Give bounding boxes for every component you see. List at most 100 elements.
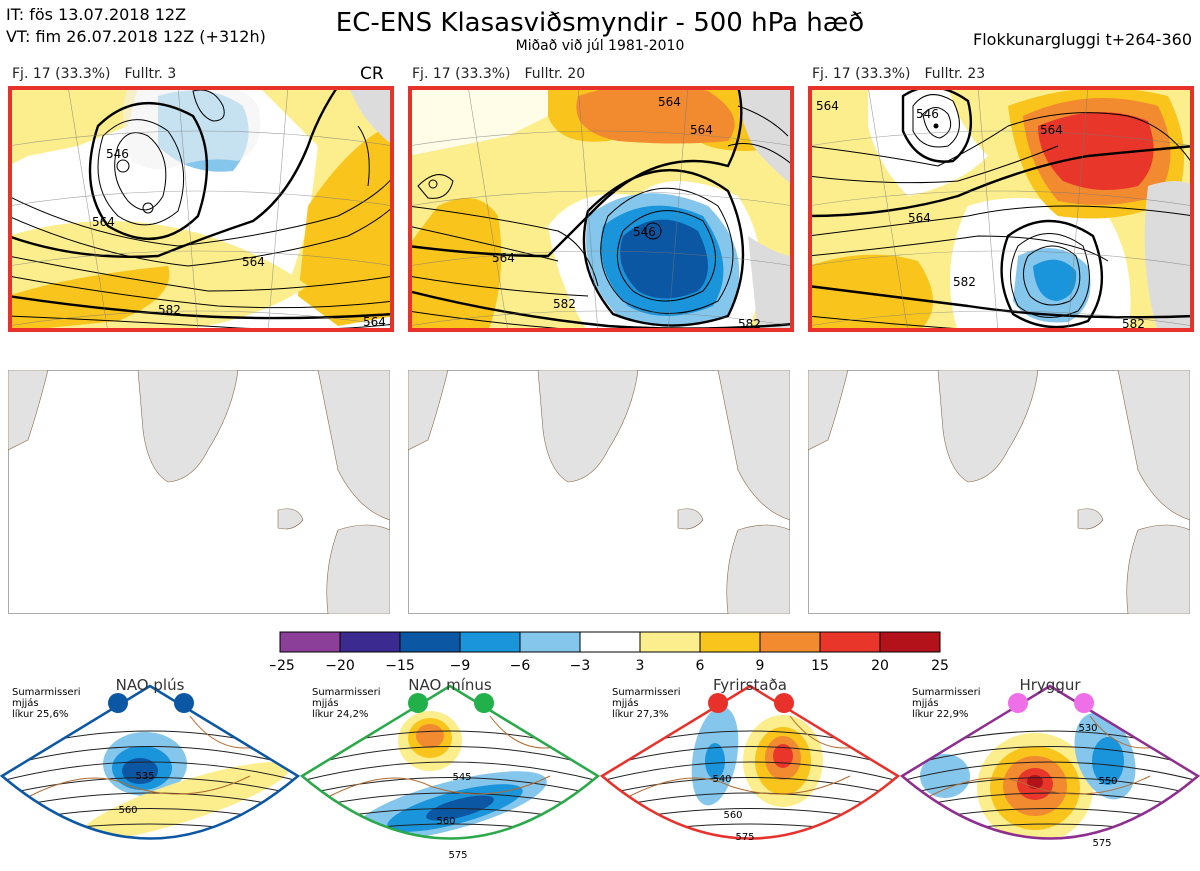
colorbar-segment: [339, 631, 401, 653]
cluster-3-label: Fj. 17 (33.3%) Fulltr. 23: [812, 66, 985, 82]
anomaly-neutral-area: [868, 86, 988, 196]
regime-frame: [899, 684, 1200, 840]
regime-anomaly: [416, 724, 444, 748]
regime-contour: [302, 777, 598, 799]
contour-label: 582: [953, 275, 976, 289]
greenland-land: [123, 86, 261, 170]
colorbar-tick-label: −15: [385, 658, 415, 674]
empty-map-1: [8, 370, 390, 614]
contour-label: 582: [158, 303, 181, 317]
selected-frame: [8, 86, 394, 332]
colorbar-segment: [639, 631, 701, 653]
colorbar-segment: [699, 631, 761, 653]
contour-label: 564: [658, 95, 681, 109]
contour-label: 564: [242, 255, 265, 269]
contour-label: 564: [690, 123, 713, 137]
regime-contour: [302, 746, 598, 771]
cluster-3-map: 564 546 564 564 582 582: [808, 86, 1194, 332]
regime-anomaly: [426, 795, 494, 821]
regime-contour-label: 560: [723, 810, 742, 821]
regime-dot-icon: [1008, 693, 1028, 713]
regime-contour: [590, 855, 910, 868]
contour-label: 546: [633, 225, 656, 239]
regime-contour: [602, 746, 898, 771]
regime-dot-icon: [708, 693, 728, 713]
canada-land: [8, 370, 49, 451]
regime-probability: mjjás: [312, 697, 339, 709]
regime-contour: [902, 746, 1198, 771]
cluster-1-representative: Fulltr. 3: [124, 66, 177, 82]
anomaly-neutral-area: [408, 86, 558, 156]
regime-frame: [0, 684, 301, 840]
regime-contour-label: 545: [452, 772, 471, 783]
cluster-2-count: Fj. 17 (33.3%): [412, 66, 511, 82]
colorbar-segment: [459, 631, 521, 653]
colorbar-tick-label: 15: [811, 658, 829, 674]
colorbar-tick-label: 20: [871, 658, 889, 674]
regime-frame: [599, 684, 901, 840]
colorbar-segment: [879, 631, 941, 653]
regime-anomaly: [1015, 853, 1045, 863]
colorbar-tick-label: 25: [931, 658, 949, 674]
initial-time: IT: fös 13.07.2018 12Z: [6, 5, 187, 24]
colorbar-segment: [819, 631, 881, 653]
classification-window: Flokkunargluggi t+264-360: [973, 30, 1192, 49]
selected-frame: [808, 86, 1194, 332]
regime-dot-icon: [774, 693, 794, 713]
regime-probability: Sumarmisseri: [912, 687, 980, 698]
cluster-2-representative: Fulltr. 20: [524, 66, 586, 82]
regime-dot-icon: [474, 693, 494, 713]
regime-contour: [902, 777, 1198, 799]
regime-contour: [602, 761, 898, 785]
regime-anomaly: [920, 754, 970, 798]
colorbar-tick-label: −20: [325, 658, 355, 674]
colorbar-tick-label: 6: [696, 658, 705, 674]
colorbar-tick-label: −9: [450, 658, 471, 674]
regime-probability: Sumarmisseri: [312, 687, 380, 698]
colorbar-segment: [759, 631, 821, 653]
colorbar-tick-label: 9: [756, 658, 765, 674]
regime-contour-label: 535: [135, 771, 154, 782]
greenland-land: [137, 370, 239, 483]
regime-contour-label: 540: [712, 774, 731, 785]
contour-label: 564: [908, 211, 931, 225]
regime-anomaly: [1027, 775, 1043, 789]
regime-name: NAO plús: [116, 676, 185, 694]
colorbar-segment: [399, 631, 461, 653]
europe-land: [1144, 181, 1194, 332]
regime-probability: Sumarmisseri: [12, 687, 80, 698]
contour-label: 582: [1122, 317, 1145, 331]
anomaly-positive-area: [8, 86, 138, 166]
contour-label: 582: [738, 317, 761, 331]
regime-anomaly: [705, 743, 725, 779]
regime-probability: líkur 25,6%: [12, 708, 68, 720]
header-times: IT: fös 13.07.2018 12Z VT: fim 26.07.201…: [6, 4, 266, 48]
anomaly-negative-area: [1033, 259, 1077, 301]
colorbar-tick-label: 3: [636, 658, 645, 674]
regime-contour-label: 560: [436, 816, 455, 827]
contour-label: 546: [916, 107, 939, 121]
contour-label: 564: [1040, 123, 1063, 137]
empty-map-2: [408, 370, 790, 614]
valid-time: VT: fim 26.07.2018 12Z (+312h): [6, 27, 266, 46]
anomaly-positive-area: [298, 126, 394, 326]
contour-label: 564: [492, 251, 515, 265]
regime-dot-icon: [174, 693, 194, 713]
regime-probability: mjjás: [612, 697, 639, 709]
regime-anomaly: [773, 744, 793, 768]
contour-label: 582: [553, 297, 576, 311]
cluster-2-label: Fj. 17 (33.3%) Fulltr. 20: [412, 66, 585, 82]
europe-land: [326, 524, 390, 614]
regime-dot-icon: [1074, 693, 1094, 713]
colorbar-tick-label: −6: [510, 658, 531, 674]
regime-contour: [302, 761, 598, 785]
cluster-1-count: Fj. 17 (33.3%): [12, 66, 111, 82]
regime-contour-label: 575: [1092, 838, 1111, 849]
page-title: EC-ENS Klasasviðsmyndir - 500 hPa hæð: [335, 8, 865, 38]
cluster-1-map: 546 564 564 582 564: [8, 86, 394, 332]
regime-contour-label: 550: [1098, 776, 1117, 787]
contour-label: 564: [816, 99, 839, 113]
